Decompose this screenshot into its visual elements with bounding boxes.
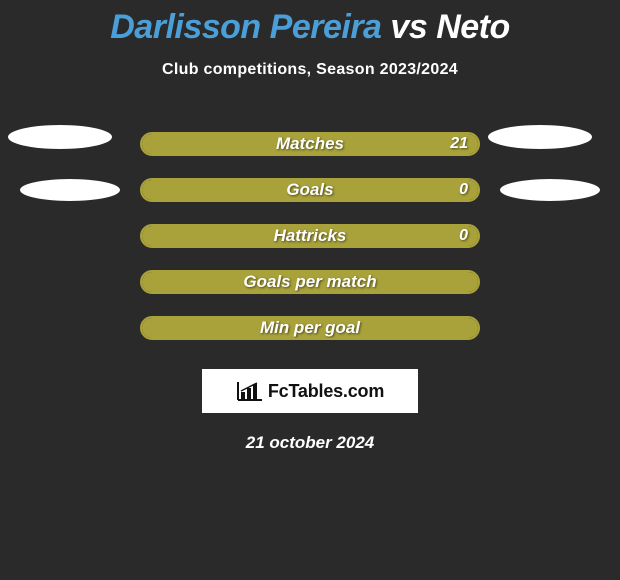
stat-bar: Goals per match [140,270,480,294]
stat-bar: Min per goal [140,316,480,340]
title-vs: vs [390,8,427,46]
bar-segment-b [142,272,478,292]
logo-text: FcTables.com [268,381,384,402]
bar-chart-icon [236,380,264,402]
logo-box: FcTables.com [202,369,418,413]
bar-segment-b [142,180,478,200]
stat-bar: Matches21 [140,132,480,156]
bar-segment-b [142,226,478,246]
date-line: 21 october 2024 [0,433,620,453]
bar-segment-b [142,134,478,154]
subtitle: Club competitions, Season 2023/2024 [0,61,620,79]
decorative-ellipse [20,179,120,201]
bar-segment-b [142,318,478,338]
decorative-ellipse [488,125,592,149]
stat-row: Min per goal [0,305,620,351]
decorative-ellipse [8,125,112,149]
title-player-a: Darlisson Pereira [110,8,381,46]
stat-row: Goals per match [0,259,620,305]
page-title: Darlisson Pereira vs Neto [0,0,620,47]
decorative-ellipse [500,179,600,201]
stats-area: Matches21 Goals0 Hattricks0 Goals per match… [0,121,620,351]
stat-bar: Hattricks0 [140,224,480,248]
title-player-b: Neto [436,8,510,46]
stat-bar: Goals0 [140,178,480,202]
stat-row: Hattricks0 [0,213,620,259]
